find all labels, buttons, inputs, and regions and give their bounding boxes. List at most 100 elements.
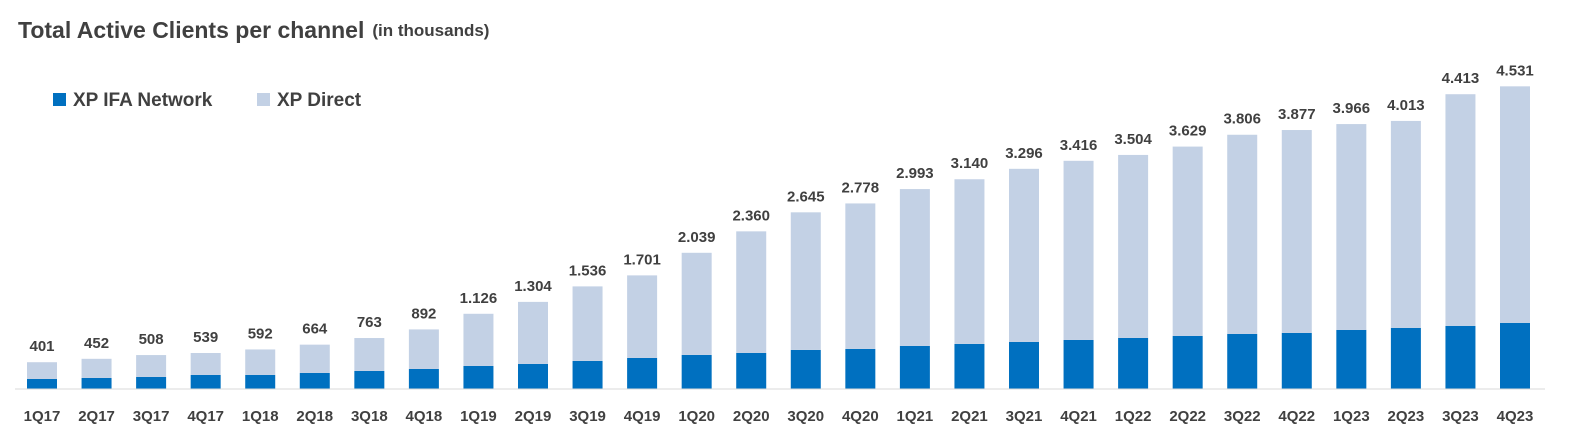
bar-segment — [627, 275, 658, 358]
bar-segment — [954, 179, 985, 344]
total-label: 452 — [84, 335, 109, 352]
bar-segment — [899, 189, 930, 346]
bar-segment — [1063, 339, 1094, 389]
x-tick-label: 4Q22 — [1278, 408, 1315, 425]
total-label: 2.993 — [896, 165, 934, 182]
title-text: Total Active Clients per channel — [18, 17, 364, 43]
x-tick-label: 2Q19 — [515, 408, 552, 425]
bar-segment — [1281, 130, 1312, 333]
total-label: 763 — [357, 314, 382, 331]
bar-segment — [299, 344, 330, 373]
bar-segment — [463, 365, 494, 389]
x-tick-label: 3Q23 — [1442, 408, 1479, 425]
total-label: 3.629 — [1169, 123, 1207, 140]
bar-segment — [245, 349, 276, 375]
bar-segment — [1390, 120, 1421, 328]
total-label: 1.304 — [514, 278, 552, 295]
total-label: 664 — [302, 321, 328, 338]
bar-segment — [354, 338, 385, 371]
x-tick-label: 1Q22 — [1115, 408, 1152, 425]
bar-segment — [1281, 332, 1312, 389]
bar-segment — [518, 363, 548, 389]
bar-segment — [81, 377, 112, 389]
subtitle: (in thousands) — [372, 21, 489, 40]
x-tick-label: 2Q18 — [296, 408, 333, 425]
x-tick-label: 2Q20 — [733, 408, 770, 425]
total-label: 892 — [411, 305, 436, 322]
chart-title: Total Active Clients per channel (in thou… — [18, 17, 489, 43]
bar-segment — [190, 352, 221, 375]
total-label: 401 — [29, 338, 54, 355]
legend-label: XP Direct — [277, 90, 362, 111]
total-label: 1.536 — [569, 262, 607, 279]
total-label: 592 — [248, 325, 273, 342]
x-tick-label: 2Q17 — [78, 408, 115, 425]
legend-label: XP IFA Network — [73, 90, 213, 111]
bar-segment — [790, 212, 821, 350]
x-tick-label: 3Q17 — [133, 408, 170, 425]
legend-swatch — [53, 93, 66, 106]
x-tick-label: 3Q18 — [351, 408, 388, 425]
total-label: 4.013 — [1387, 97, 1425, 114]
bar-segment — [954, 343, 985, 389]
total-label: 3.416 — [1060, 137, 1098, 154]
x-tick-label: 4Q17 — [187, 408, 224, 425]
total-label: 4.413 — [1442, 70, 1480, 87]
bar-segment — [245, 374, 276, 389]
x-tick-label: 1Q19 — [460, 408, 497, 425]
bar-segment — [463, 313, 494, 366]
bar-segment — [1118, 154, 1149, 338]
total-label: 3.806 — [1223, 111, 1261, 128]
bar-segment — [1009, 168, 1039, 342]
bar-segment — [845, 203, 876, 349]
x-tick-label: 4Q20 — [842, 408, 879, 425]
x-tick-label: 3Q21 — [1006, 408, 1043, 425]
bar-segment — [1500, 322, 1530, 389]
total-label: 4.531 — [1496, 62, 1534, 79]
total-label: 2.039 — [678, 229, 716, 246]
total-label: 3.296 — [1005, 145, 1043, 162]
total-label: 3.504 — [1114, 131, 1152, 148]
bar-segment — [1063, 160, 1094, 340]
bar-segment — [518, 301, 548, 364]
x-tick-label: 1Q23 — [1333, 408, 1370, 425]
total-label: 3.877 — [1278, 106, 1316, 123]
bar-segment — [681, 354, 712, 389]
total-label: 2.778 — [842, 179, 880, 196]
total-label: 2.360 — [732, 207, 770, 224]
total-label: 2.645 — [787, 188, 825, 205]
bar-segment — [27, 378, 57, 389]
bar-segment — [899, 345, 930, 389]
total-label: 1.701 — [623, 251, 661, 268]
total-label: 539 — [193, 329, 218, 346]
total-label: 1.126 — [460, 290, 498, 307]
bar-segment — [136, 376, 167, 389]
bar-segment — [681, 252, 712, 355]
bar-segment — [408, 368, 439, 389]
bar-segment — [1336, 329, 1367, 389]
bar-segment — [190, 374, 221, 389]
bar-segment — [1336, 124, 1367, 330]
bar-segment — [1172, 335, 1203, 389]
total-label: 508 — [139, 331, 164, 348]
bar-segment — [1445, 325, 1476, 389]
x-tick-label: 4Q23 — [1497, 408, 1534, 425]
bar-segment — [572, 286, 603, 361]
bar-segment — [1118, 337, 1149, 389]
x-tick-label: 3Q22 — [1224, 408, 1261, 425]
total-label: 3.140 — [951, 155, 989, 172]
legend-swatch — [257, 93, 270, 106]
x-tick-label: 3Q20 — [787, 408, 824, 425]
bar-segment — [299, 372, 330, 389]
x-tick-label: 4Q19 — [624, 408, 661, 425]
bar-segment — [572, 360, 603, 389]
x-tick-label: 1Q17 — [24, 408, 61, 425]
x-tick-label: 1Q18 — [242, 408, 279, 425]
bar-segment — [790, 349, 821, 389]
bar-segment — [845, 348, 876, 389]
x-tick-label: 1Q21 — [897, 408, 934, 425]
bar-segment — [136, 355, 167, 377]
bar-segment — [1500, 86, 1530, 323]
bar-segment — [627, 357, 658, 389]
bar-segment — [1009, 341, 1039, 389]
